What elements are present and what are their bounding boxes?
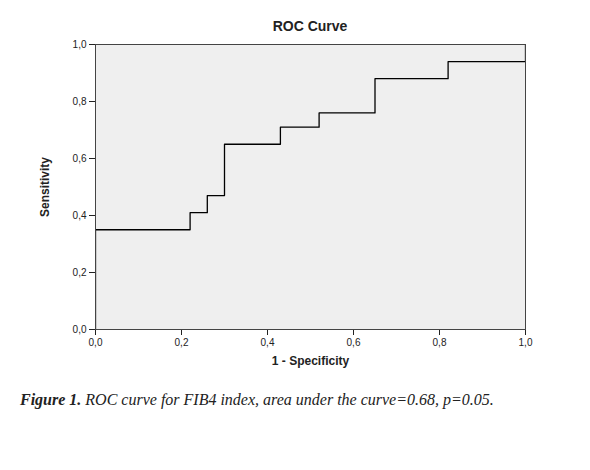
- svg-text:0,8: 0,8: [73, 96, 87, 107]
- svg-text:0,6: 0,6: [347, 337, 361, 348]
- svg-text:1 - Specificity: 1 - Specificity: [272, 354, 350, 368]
- svg-text:Sensitivity: Sensitivity: [38, 157, 52, 217]
- svg-text:0,0: 0,0: [89, 337, 103, 348]
- svg-text:0,2: 0,2: [175, 337, 189, 348]
- svg-text:1,0: 1,0: [73, 39, 87, 50]
- html-text:ROC Curve: ROC Curve: [272, 18, 348, 34]
- svg-text:0,6: 0,6: [73, 153, 87, 164]
- svg-text:0,4: 0,4: [73, 210, 87, 221]
- svg-text:0,2: 0,2: [73, 267, 87, 278]
- svg-text:0,8: 0,8: [433, 337, 447, 348]
- html-text:Figure 1. ROC curve for FIB4 i: Figure 1. ROC curve for FIB4 index, area…: [20, 391, 494, 408]
- svg-text:0,4: 0,4: [261, 337, 275, 348]
- svg-text:0,0: 0,0: [73, 324, 87, 335]
- svg-text:1,0: 1,0: [519, 337, 533, 348]
